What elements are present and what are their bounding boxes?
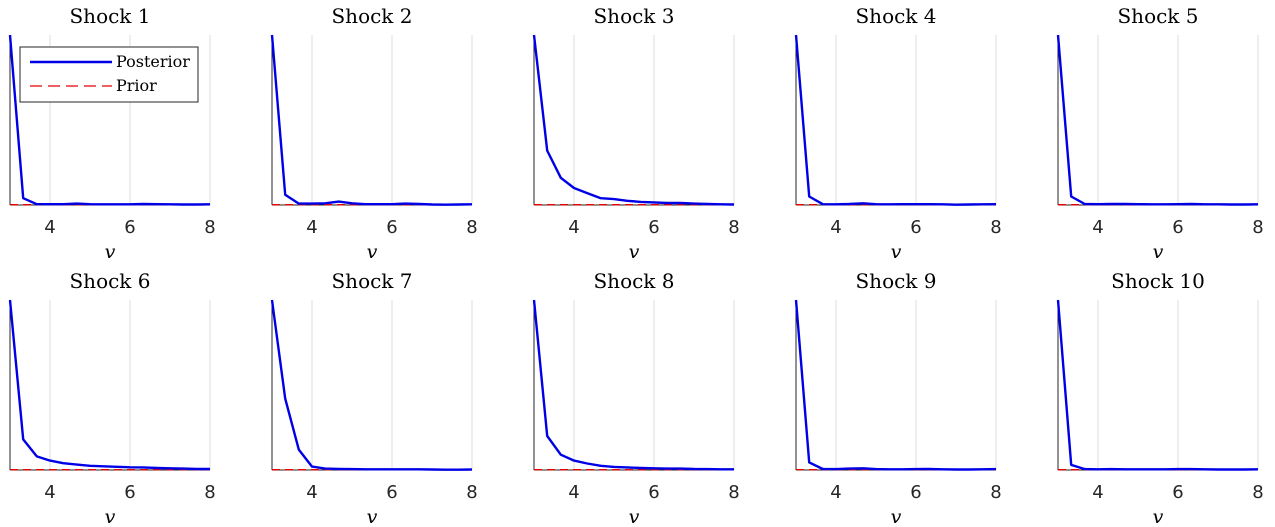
- x-tick-label: 4: [306, 482, 317, 503]
- x-axis-label: v: [105, 506, 116, 527]
- x-tick-label: 6: [1172, 482, 1183, 503]
- x-axis-label: v: [891, 241, 902, 263]
- panel-title: Shock 1: [69, 4, 150, 28]
- panel-title: Shock 5: [1117, 4, 1198, 28]
- x-axis-label: v: [1153, 241, 1164, 263]
- x-tick-label: 6: [648, 482, 659, 503]
- x-tick-label: 6: [910, 482, 921, 503]
- x-axis-label: v: [891, 506, 902, 527]
- x-tick-label: 8: [990, 217, 1001, 238]
- panel-title: Shock 10: [1111, 269, 1205, 293]
- x-tick-label: 4: [830, 482, 841, 503]
- x-tick-label: 4: [568, 217, 579, 238]
- x-tick-label: 6: [386, 217, 397, 238]
- panel-10: Shock 10 4 6 8 v: [1056, 269, 1264, 527]
- x-tick-label: 4: [44, 217, 55, 238]
- x-axis-label: v: [367, 241, 378, 263]
- legend-box: [19, 46, 199, 103]
- x-tick-label: 4: [44, 482, 55, 503]
- posterior-line: [1056, 34, 1259, 206]
- x-tick-label: 8: [466, 217, 477, 238]
- panel-7: Shock 7 4 6 8 v: [270, 269, 478, 527]
- x-tick-label: 6: [910, 217, 921, 238]
- x-tick-label: 6: [386, 482, 397, 503]
- panel-title: Shock 4: [855, 4, 936, 28]
- panel-1: Shock 1 4 6 8 v Posterior Prior: [8, 4, 216, 263]
- panel-title: Shock 2: [331, 4, 412, 28]
- x-tick-label: 8: [1252, 217, 1263, 238]
- panel-title: Shock 9: [855, 269, 936, 293]
- x-tick-label: 4: [830, 217, 841, 238]
- panel-2: Shock 2 4 6 8 v: [270, 4, 478, 263]
- x-tick-label: 8: [1252, 482, 1263, 503]
- panel-title: Shock 7: [331, 269, 412, 293]
- posterior-line: [532, 34, 735, 206]
- posterior-line: [794, 299, 997, 471]
- posterior-line: [1056, 299, 1259, 471]
- x-tick-label: 4: [306, 217, 317, 238]
- posterior-line: [794, 34, 997, 206]
- panel-9: Shock 9 4 6 8 v: [794, 269, 1002, 527]
- panel-6: Shock 6 4 6 8 v: [8, 269, 216, 527]
- panel-title: Shock 6: [69, 269, 150, 293]
- panel-4: Shock 4 4 6 8 v: [794, 4, 1002, 263]
- panel-3: Shock 3 4 6 8 v: [532, 4, 740, 263]
- x-axis-label: v: [1153, 506, 1164, 527]
- x-tick-label: 8: [990, 482, 1001, 503]
- x-axis-label: v: [629, 241, 640, 263]
- posterior-line: [270, 299, 473, 471]
- posterior-line: [8, 299, 210, 471]
- panel-5: Shock 5 4 6 8 v: [1056, 4, 1264, 263]
- x-axis-label: v: [629, 506, 640, 527]
- x-tick-label: 6: [1172, 217, 1183, 238]
- posterior-line: [8, 34, 211, 206]
- posterior-line: [532, 299, 734, 471]
- legend-label-posterior: Posterior: [116, 52, 190, 71]
- x-tick-label: 8: [204, 217, 215, 238]
- posterior-line: [270, 34, 473, 206]
- x-tick-label: 4: [1092, 217, 1103, 238]
- x-tick-label: 6: [648, 217, 659, 238]
- x-axis-label: v: [367, 506, 378, 527]
- x-tick-label: 8: [728, 217, 739, 238]
- panel-title: Shock 8: [593, 269, 674, 293]
- legend: Posterior Prior: [19, 46, 199, 103]
- legend-label-prior: Prior: [116, 76, 157, 95]
- x-tick-label: 4: [568, 482, 579, 503]
- panel-title: Shock 3: [593, 4, 674, 28]
- x-tick-label: 6: [124, 217, 135, 238]
- x-tick-label: 6: [124, 482, 135, 503]
- x-tick-label: 8: [466, 482, 477, 503]
- panel-8: Shock 8 4 6 8 v: [532, 269, 740, 527]
- x-tick-label: 4: [1092, 482, 1103, 503]
- x-tick-label: 8: [728, 482, 739, 503]
- x-axis-label: v: [105, 241, 116, 263]
- x-tick-label: 8: [204, 482, 215, 503]
